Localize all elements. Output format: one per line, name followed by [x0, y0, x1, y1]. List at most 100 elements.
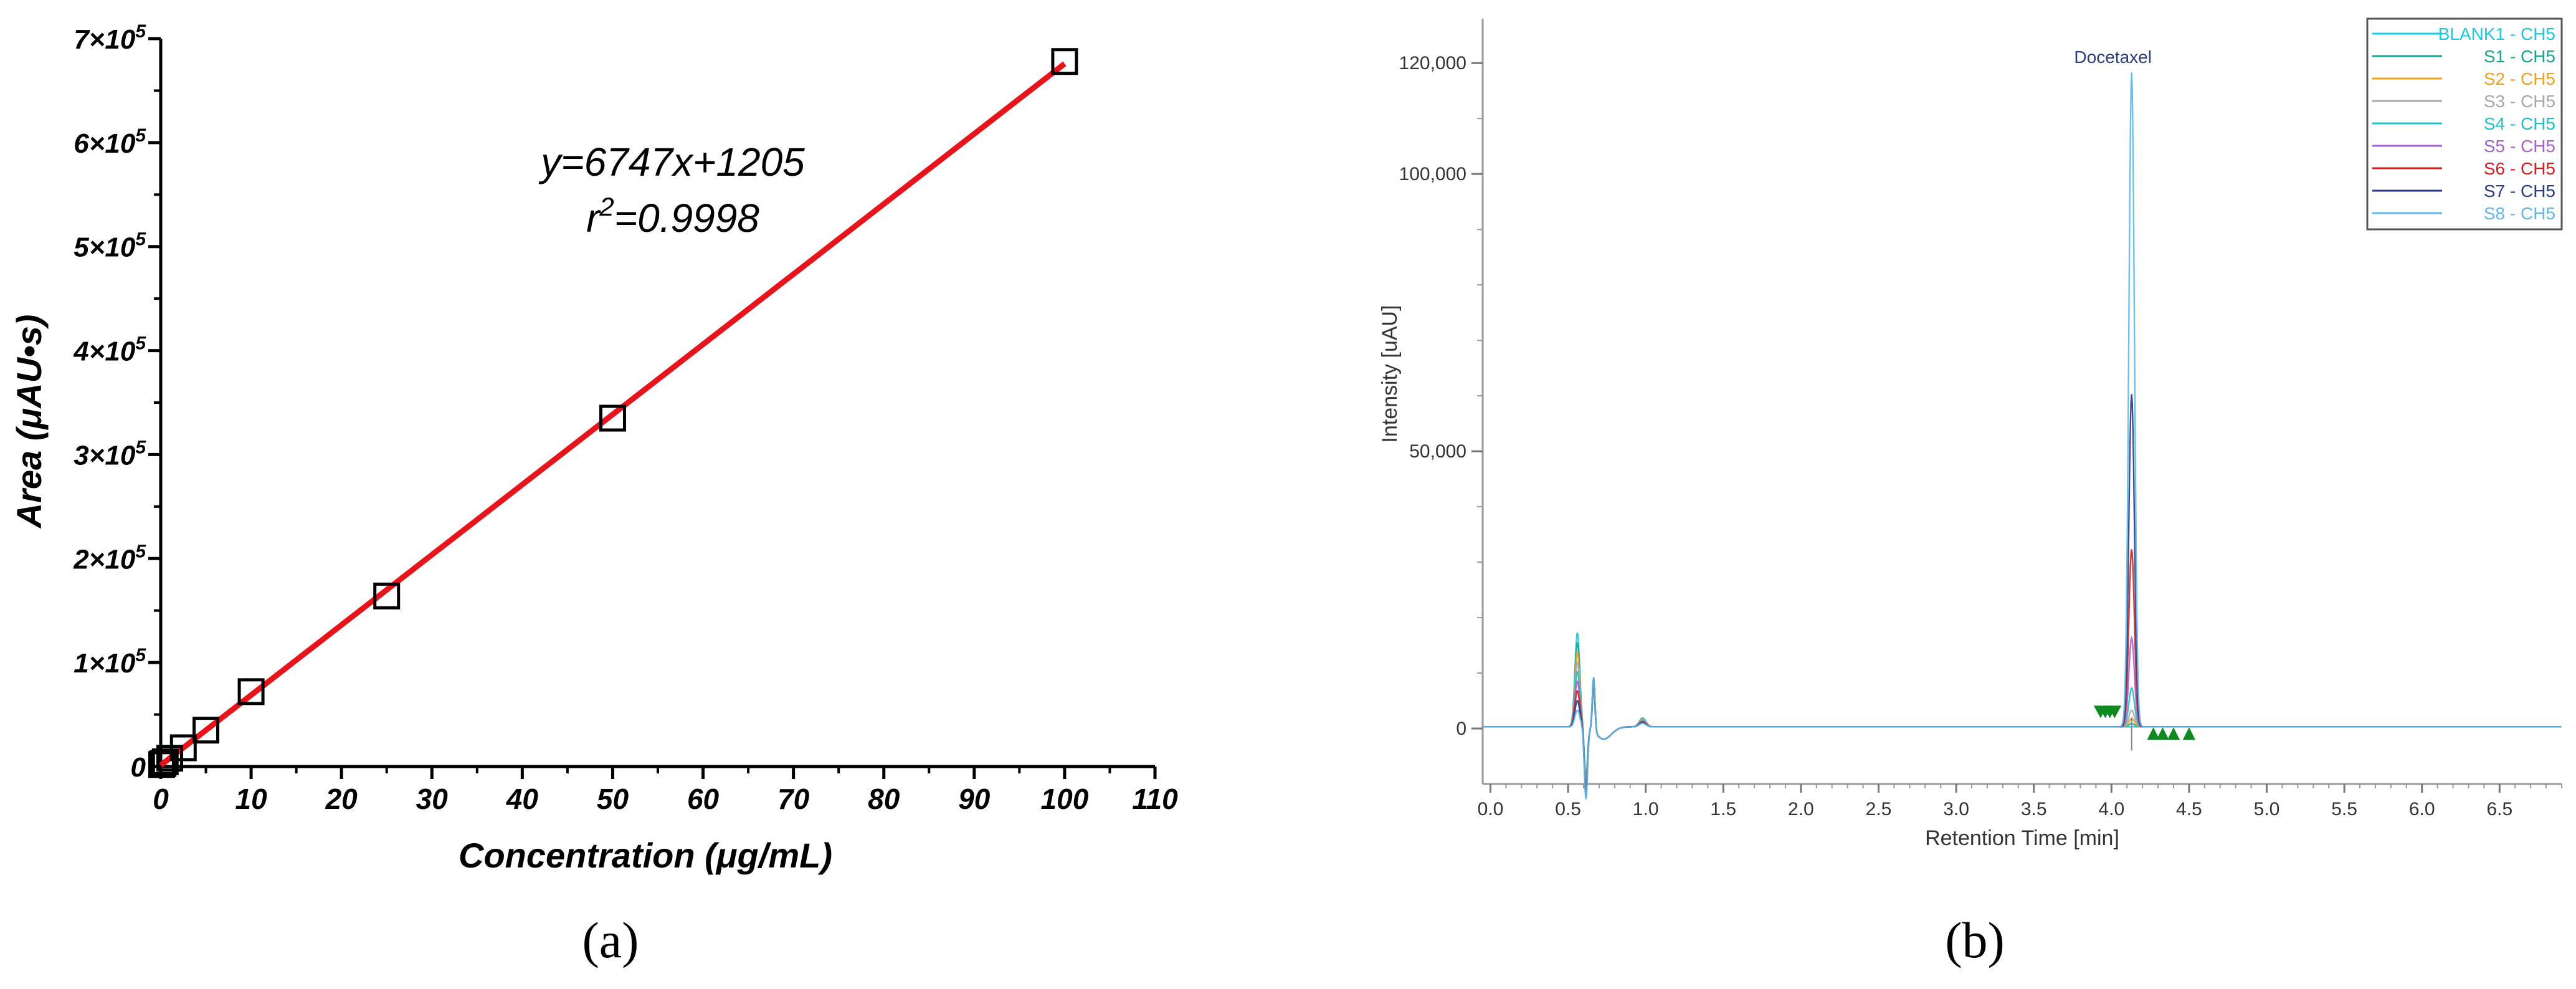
y-tick-mantissa: 3×10 [74, 440, 136, 471]
legend-label: S6 - CH5 [2484, 159, 2555, 178]
r-squared-sup: 2 [599, 192, 614, 221]
y-tick-mantissa: 6×10 [74, 128, 136, 159]
trace-line [1483, 642, 2562, 780]
y-tick-label: 50,000 [1409, 441, 1466, 462]
y-tick-exponent: 5 [135, 645, 146, 666]
y-tick-label: 5×105 [74, 229, 146, 263]
x-tick-label: 90 [958, 783, 991, 815]
calibration-chart: 0 10 20 30 40 50 60 70 80 90 100 11001×1052×1053×10… [9, 21, 1178, 875]
peak-label: Docetaxel [2074, 47, 2152, 67]
y-tick-label: 0 [131, 752, 146, 783]
trace-line [1483, 671, 2562, 789]
y-tick-label: 120,000 [1399, 53, 1466, 74]
x-tick-label: 70 [777, 783, 810, 815]
y-tick-mantissa: 1×10 [74, 648, 136, 679]
x-tick-label: 0.5 [1555, 799, 1581, 819]
y-tick-mantissa: 5×10 [74, 232, 136, 263]
y-tick-label: 1×105 [74, 645, 146, 679]
y-tick-label: 7×105 [74, 21, 146, 55]
x-tick-label: 20 [325, 783, 358, 815]
trace-line [1483, 549, 2562, 794]
y-tick-label: 6×105 [74, 125, 146, 159]
x-tick-label: 1.5 [1710, 799, 1736, 819]
peak-start-marker [2108, 705, 2122, 719]
x-tick-label: 110 [1132, 783, 1178, 815]
peak-end-marker [2167, 727, 2180, 740]
legend-label: S8 - CH5 [2484, 204, 2555, 223]
x-tick-label: 6.0 [2409, 799, 2435, 819]
legend-label: S5 - CH5 [2484, 136, 2555, 156]
legend-label: S7 - CH5 [2484, 181, 2555, 201]
x-tick-label: 4.0 [2098, 799, 2124, 819]
x-tick-label: 80 [868, 783, 900, 815]
y-tick-exponent: 5 [135, 229, 146, 250]
r-squared-value: =0.9998 [614, 196, 760, 241]
x-tick-label: 6.5 [2486, 799, 2512, 819]
fit-equation: y=6747x+1205 [538, 140, 805, 184]
fit-line [159, 61, 1067, 768]
data-point [151, 748, 179, 775]
peak-end-marker [2156, 727, 2169, 740]
panel-label-b: (b) [1945, 912, 2005, 968]
y-tick-label: 0 [1456, 719, 1466, 739]
data-point [1051, 48, 1078, 75]
x-tick-label: 0.0 [1478, 799, 1504, 819]
y-tick-label: 100,000 [1399, 164, 1466, 184]
legend-label: S2 - CH5 [2484, 69, 2555, 88]
panel-label-a: (a) [582, 912, 639, 968]
data-point [169, 734, 197, 762]
x-tick-label: 10 [235, 783, 268, 815]
x-tick-label: 5.5 [2331, 799, 2357, 819]
y-axis-title: Intensity [uAU] [1378, 305, 1402, 442]
y-tick-exponent: 5 [135, 541, 146, 561]
y-tick-exponent: 5 [135, 333, 146, 354]
legend-label: S4 - CH5 [2484, 114, 2555, 133]
x-tick-label: 4.5 [2176, 799, 2202, 819]
y-tick-mantissa: 0 [131, 752, 146, 783]
chromatogram-chart: 0 50,000 100,000 120,000 0.0 0.5 1.0 1.5 2.0 2.5 3… [1378, 17, 2563, 850]
x-tick-label: 3.5 [2021, 799, 2047, 819]
peak-end-marker [2182, 727, 2195, 740]
trace-line [1483, 635, 2562, 791]
y-tick-mantissa: 2×10 [73, 544, 136, 575]
trace-line [1483, 394, 2562, 797]
r-squared: r2=0.9998 [586, 192, 759, 241]
data-point [599, 404, 626, 432]
y-tick-label: 3×105 [74, 437, 146, 471]
x-tick-label: 60 [687, 783, 720, 815]
y-tick-exponent: 5 [135, 21, 146, 42]
x-tick-label: 5.0 [2254, 799, 2280, 819]
trace-line [1483, 651, 2562, 783]
y-tick-exponent: 5 [135, 125, 146, 146]
y-tick-label: 2×105 [73, 541, 146, 575]
x-tick-label: 3.0 [1943, 799, 1969, 819]
y-tick-exponent: 5 [135, 437, 146, 457]
x-tick-label: 100 [1041, 783, 1089, 815]
x-tick-label: 30 [416, 783, 449, 815]
x-axis-title: Retention Time [min] [1925, 826, 2119, 850]
x-tick-label: 2.0 [1788, 799, 1814, 819]
data-point [192, 717, 220, 744]
data-point [373, 582, 401, 609]
x-tick-label: 40 [506, 783, 539, 815]
r-squared-base: r [586, 196, 601, 241]
x-tick-label: 0 [153, 783, 169, 815]
legend-label: S1 - CH5 [2484, 47, 2555, 66]
x-axis-title: Concentration (μg/mL) [459, 836, 832, 875]
x-tick-label: 50 [597, 783, 629, 815]
x-tick-label: 1.0 [1633, 799, 1659, 819]
data-point [150, 750, 177, 777]
x-tick-label: 2.5 [1866, 799, 1892, 819]
peak-end-marker [2147, 727, 2160, 740]
data-point [237, 678, 265, 705]
y-tick-label: 4×105 [73, 333, 146, 367]
legend-label: S3 - CH5 [2484, 92, 2555, 111]
y-tick-mantissa: 7×10 [74, 24, 136, 55]
y-axis-title: Area (μAU•s) [9, 315, 49, 530]
trace-line [1483, 72, 2562, 800]
y-tick-mantissa: 4×10 [73, 337, 136, 367]
trace-line [1483, 633, 2562, 778]
legend-label: BLANK1 - CH5 [2438, 24, 2555, 44]
